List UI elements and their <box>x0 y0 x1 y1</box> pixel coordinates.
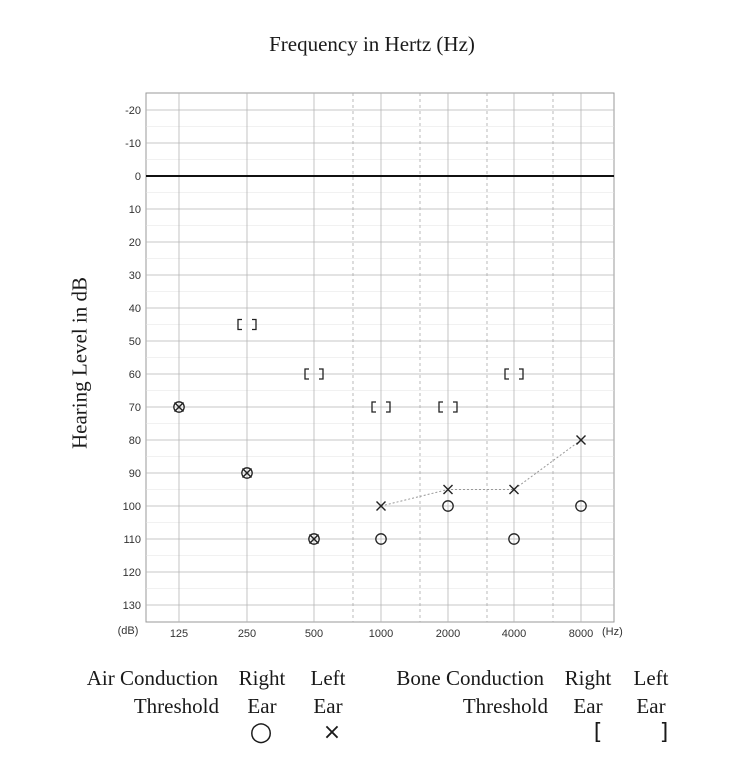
legend-bracket-left-symbol: [ <box>593 720 603 745</box>
right-ear-air-circle-marker <box>241 467 253 479</box>
legend-air-left-1: Left <box>310 666 346 690</box>
left-ear-dotted-line <box>380 439 582 507</box>
legend-bone-title-2: Threshold <box>462 694 548 718</box>
right-ear-air-circle-marker <box>173 401 185 413</box>
data-marks <box>173 318 587 545</box>
grid <box>146 93 614 622</box>
left-ear-bone-bracket-marker <box>519 368 524 380</box>
right-ear-air-circle-marker <box>308 533 320 545</box>
right-ear-air-circle-marker <box>575 500 587 512</box>
right-ear-bone-bracket-marker <box>504 368 509 380</box>
legend-bone-left-1: Left <box>633 666 669 690</box>
left-ear-air-cross-marker <box>174 402 184 412</box>
x-tick-label: 125 <box>170 628 188 640</box>
legend-bone-right-2: Ear <box>573 694 603 718</box>
y-tick-label: 10 <box>129 204 141 216</box>
legend-air-title-2: Threshold <box>133 694 219 718</box>
legend-cross-symbol: × <box>322 720 342 745</box>
y-tick-label: 20 <box>129 237 141 249</box>
right-ear-bone-bracket-marker <box>237 318 242 331</box>
right-ear-air-circle-marker <box>442 500 454 512</box>
y-tick-label: -20 <box>125 105 141 117</box>
legend-air-left-2: Ear <box>313 694 343 718</box>
y-tick-label: 100 <box>123 501 141 513</box>
audiogram-chart: -20 -10 0 10 20 30 40 50 60 70 80 90 100 110 120 130 12… <box>118 92 623 640</box>
legend-bone-left-2: Ear <box>636 694 666 718</box>
x-tick-label: 1000 <box>369 628 393 640</box>
right-ear-bone-bracket-marker <box>438 401 443 413</box>
legend-bracket-right-symbol: ] <box>659 720 669 745</box>
legend-air-right-2: Ear <box>247 694 277 718</box>
y-tick-label: 130 <box>123 600 141 612</box>
left-ear-bone-bracket-marker <box>386 401 391 413</box>
y-unit-label: (dB) <box>118 625 139 637</box>
x-tick-labels: 125 250 500 1000 2000 4000 8000 <box>170 628 593 640</box>
legend-circle-symbol: ○ <box>249 717 273 747</box>
y-tick-label: 80 <box>129 435 141 447</box>
legend-bone-right-1: Right <box>564 666 612 690</box>
y-tick-label: 0 <box>135 171 141 183</box>
left-ear-connector <box>380 439 582 507</box>
left-ear-bone-bracket-marker <box>252 318 257 331</box>
right-ear-bone-bracket-marker <box>304 368 309 380</box>
legend-air-right-1: Right <box>238 666 286 690</box>
legend-bone-title-1: Bone Conduction <box>396 666 544 690</box>
left-ear-air-cross-marker <box>443 484 453 495</box>
left-ear-bone-bracket-marker <box>453 401 458 413</box>
right-ear-air-circle-marker <box>375 533 387 545</box>
x-tick-label: 500 <box>305 628 323 640</box>
x-unit-label: (Hz) <box>602 626 623 638</box>
right-ear-air-circle-marker <box>508 533 520 545</box>
left-ear-bone-bracket-marker <box>319 368 324 380</box>
left-ear-air-cross-marker <box>576 435 586 445</box>
legend-air-title-1: Air Conduction <box>86 666 218 690</box>
x-tick-label: 250 <box>238 628 256 640</box>
y-tick-labels: -20 -10 0 10 20 30 40 50 60 70 80 90 100 110 120 130 <box>123 105 141 612</box>
left-ear-air-cross-marker <box>509 484 519 495</box>
y-tick-label: -10 <box>125 138 141 150</box>
y-tick-label: 70 <box>129 402 141 414</box>
y-tick-label: 40 <box>129 303 141 315</box>
y-tick-label: 60 <box>129 369 141 381</box>
y-tick-label: 50 <box>129 336 141 348</box>
y-tick-label: 120 <box>123 567 141 579</box>
x-tick-label: 8000 <box>569 628 593 640</box>
left-ear-air-cross-marker <box>309 534 319 544</box>
left-ear-air-cross-marker <box>376 501 386 511</box>
chart-title: Frequency in Hertz (Hz) <box>269 32 475 56</box>
x-tick-label: 4000 <box>502 628 526 640</box>
y-tick-label: 110 <box>123 534 141 546</box>
y-tick-label: 30 <box>129 270 141 282</box>
left-ear-air-cross-marker <box>242 468 252 478</box>
x-tick-label: 2000 <box>436 628 460 640</box>
y-tick-label: 90 <box>129 468 141 480</box>
right-ear-bone-bracket-marker <box>371 401 376 413</box>
